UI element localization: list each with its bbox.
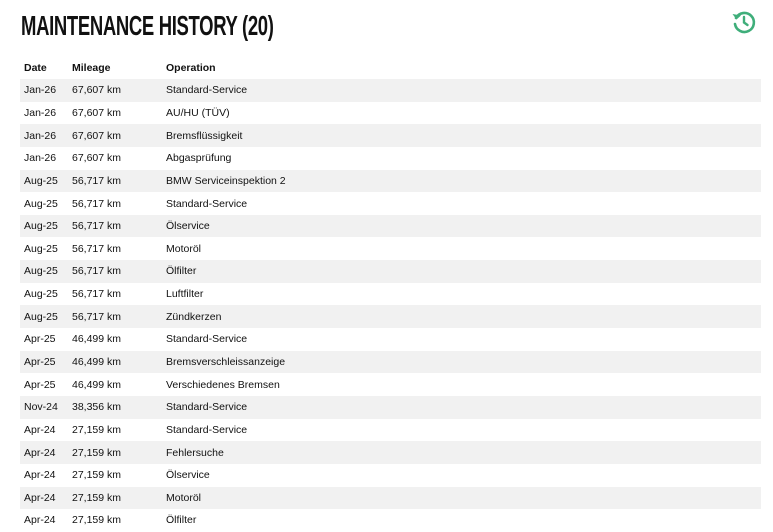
column-header: Operation [166,61,216,74]
cell: Motoröl [166,491,202,504]
table-row: Jan-26 67,607 km AU/HU (TÜV) [20,102,761,125]
cell: Standard-Service [166,197,248,210]
cell: 46,499 km [72,356,122,368]
cell: Ölfilter [166,514,197,527]
table-row: Aug-25 56,717 km Ölservice [20,214,761,238]
cell: Ölservice [166,469,210,482]
cell: 67,607 km [72,152,122,165]
cell: Zündkerzen [166,310,222,323]
cell: 38,356 km [72,401,122,414]
column-header: Mileage [72,61,111,74]
cell: Aug-25 [24,220,58,233]
table-row: Aug-25 56,717 km Zündkerzen [20,305,761,329]
cell: Apr-24 [24,469,56,482]
cell: 27,159 km [72,423,122,436]
cell: Aug-25 [24,288,58,301]
cell: Ölservice [166,220,210,233]
cell: Fehlersuche [166,446,224,459]
cell: 27,159 km [72,514,122,527]
cell: Standard-Service [166,84,248,97]
cell: Apr-24 [24,423,56,436]
cell: Verschiedenes Bremsen [166,378,280,391]
table-row: Aug-25 56,717 km Standard-Service [20,192,761,215]
cell: Aug-25 [24,265,58,278]
cell: Motoröl [166,242,202,255]
cell: 46,499 km [72,378,122,391]
cell: Jan-26 [24,129,57,142]
cell: 56,717 km [72,288,122,301]
cell: Aug-25 [24,174,58,187]
cell: 67,607 km [72,106,122,119]
table-row: Apr-25 46,499 km Standard-Service [20,328,761,351]
title: MAINTENANCE HISTORY (20) [21,10,274,41]
cell: Nov-24 [24,401,58,414]
cell: Jan-26 [24,84,57,97]
cell: 27,159 km [72,446,122,459]
table-row: Apr-24 27,159 km Ölservice [20,464,761,487]
maintenance-table: Date Mileage Operation Jan-26 67,607 km Stand… [20,56,761,532]
cell: 56,717 km [72,310,122,323]
cell: Apr-24 [24,514,56,527]
history-icon[interactable] [731,9,757,35]
cell: Jan-26 [24,152,57,165]
cell: 67,607 km [72,129,122,142]
cell: Bremsverschleissanzeige [166,356,286,368]
cell: 56,717 km [72,242,122,255]
cell: 56,717 km [72,197,122,210]
column-header: Date [24,61,47,74]
cell: BMW Serviceinspektion 2 [166,174,286,187]
cell: 27,159 km [72,491,122,504]
table-row: Apr-24 27,159 km Motoröl [20,486,761,510]
cell: Apr-25 [24,378,56,391]
cell: Aug-25 [24,197,58,210]
cell: 56,717 km [72,265,122,278]
cell: Jan-26 [24,106,57,119]
cell: Standard-Service [166,401,248,414]
cell: 56,717 km [72,174,122,187]
table-row: Jan-26 67,607 km Abgasprüfung [20,147,761,170]
cell: Apr-24 [24,491,56,504]
table-row: Apr-25 46,499 km Bremsverschleissanzeige [20,350,761,374]
cell: Bremsflüssigkeit [166,129,243,142]
cell: 56,717 km [72,220,122,233]
cell: Apr-25 [24,333,56,346]
cell: 27,159 km [72,469,122,482]
table-row: Aug-25 56,717 km Ölfilter [20,260,761,283]
table-row: Jan-26 67,607 km Bremsflüssigkeit [20,124,761,147]
cell: Ölfilter [166,265,197,278]
cell: AU/HU (TÜV) [166,106,230,119]
cell: 67,607 km [72,84,122,97]
table-row: Apr-24 27,159 km Standard-Service [20,419,761,442]
table-row: Apr-25 46,499 km Verschiedenes Bremsen [20,373,761,396]
table-row: Aug-25 56,717 km Motoröl [20,237,761,260]
cell: Aug-25 [24,242,58,255]
table-row: Apr-24 27,159 km Ölfilter [20,509,761,532]
cell: Apr-24 [24,446,56,459]
table-row: Nov-24 38,356 km Standard-Service [20,395,761,419]
table-row: Jan-26 67,607 km Standard-Service [20,79,761,102]
cell: Standard-Service [166,333,248,346]
table-row: Aug-25 56,717 km Luftfilter [20,283,761,306]
cell: Aug-25 [24,310,58,323]
cell: Standard-Service [166,423,248,436]
cell: 46,499 km [72,333,122,346]
cell: Luftfilter [166,288,204,301]
header-row: Date Mileage Operation [20,56,761,79]
cell: Abgasprüfung [166,152,232,165]
table-row: Apr-24 27,159 km Fehlersuche [20,441,761,464]
cell: Apr-25 [24,356,56,368]
table-row: Aug-25 56,717 km BMW Serviceinspektion 2 [20,169,761,193]
